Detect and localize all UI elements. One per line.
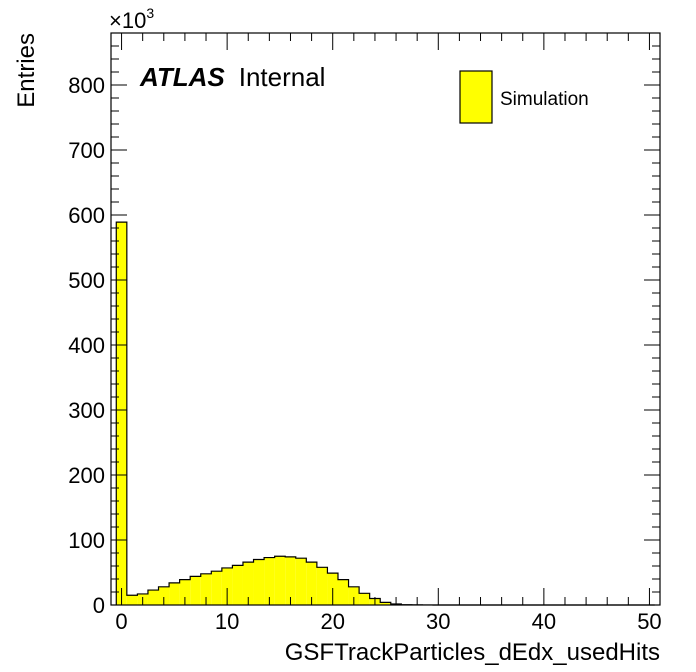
y-tick-label: 700 — [68, 138, 105, 163]
y-tick-label: 100 — [68, 528, 105, 553]
histogram-bar — [190, 576, 201, 605]
histogram-bar — [147, 590, 159, 605]
histogram-bar — [158, 586, 170, 605]
y-tick-label: 0 — [93, 593, 105, 618]
legend-swatch — [459, 70, 493, 124]
histogram-bar — [348, 586, 360, 605]
x-tick-label: 0 — [115, 609, 127, 634]
histogram-outline — [115, 221, 655, 606]
x-tick-label: 30 — [426, 609, 450, 634]
histogram-bars — [116, 222, 434, 605]
histogram-bar — [306, 562, 317, 605]
multiplier-base: ×10 — [109, 8, 146, 33]
histogram-bar — [380, 602, 391, 605]
atlas-label: ATLAS Internal — [139, 62, 325, 92]
y-tick-label: 500 — [68, 268, 105, 293]
histogram-bar — [116, 222, 127, 605]
histogram-bar — [200, 573, 212, 605]
y-axis-title: Entries — [13, 33, 40, 108]
histogram-bar — [126, 595, 138, 605]
histogram-bar — [295, 558, 307, 605]
x-tick-label: 20 — [320, 609, 344, 634]
plot-frame — [110, 32, 661, 606]
x-axis-title: GSFTrackParticles_dEdx_usedHits — [285, 639, 660, 666]
histogram-bar — [285, 556, 296, 605]
histogram-bar — [316, 567, 328, 605]
histogram-bar — [211, 571, 222, 605]
y-tick-label: 200 — [68, 463, 105, 488]
y-tick-label: 400 — [68, 333, 105, 358]
legend: Simulation — [459, 70, 589, 124]
histogram-bar — [264, 557, 275, 605]
legend-label: Simulation — [500, 89, 589, 110]
histogram-bar — [169, 582, 180, 605]
histogram-bar — [232, 565, 243, 605]
histogram-outline-path — [115, 221, 655, 606]
y-tick-label: 300 — [68, 398, 105, 423]
histogram-bar — [359, 593, 370, 605]
y-tick-label: 800 — [68, 73, 105, 98]
x-tick-label: 10 — [215, 609, 239, 634]
histogram-bar — [221, 567, 233, 605]
histogram-bar — [242, 562, 254, 605]
atlas-label-bold: ATLAS — [139, 62, 225, 92]
x-tick-label: 50 — [637, 609, 661, 634]
y-tick-label: 600 — [68, 203, 105, 228]
histogram-bar — [274, 556, 286, 605]
histogram-bar — [179, 579, 191, 605]
y-axis-multiplier: ×103 — [109, 5, 154, 33]
x-tick-label: 40 — [532, 609, 556, 634]
histogram-bar — [253, 559, 265, 605]
atlas-label-text: Internal — [239, 62, 326, 92]
axis-ticks — [111, 32, 660, 606]
histogram-bar — [337, 579, 349, 605]
multiplier-exponent: 3 — [146, 5, 154, 21]
